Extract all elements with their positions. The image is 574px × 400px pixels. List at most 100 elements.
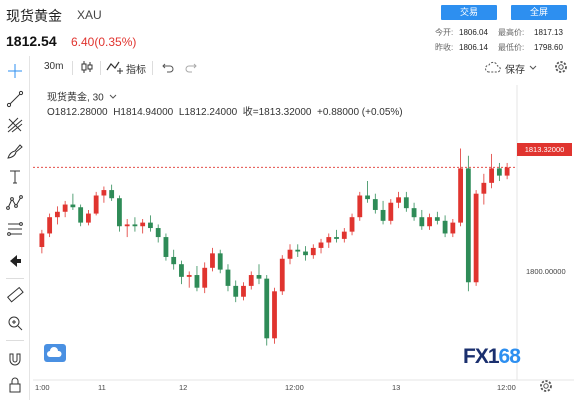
indicators-icon[interactable] [106, 59, 124, 78]
candle [481, 173, 487, 205]
undo-icon[interactable] [161, 60, 175, 77]
candle [70, 193, 76, 210]
price-change: 6.40(0.35%) [71, 35, 137, 49]
candlestick-chart[interactable] [33, 85, 574, 400]
quote-stats: 今开: 1806.04 最高价: 1817.13 昨收: 1806.14 最低价… [435, 25, 571, 55]
prev-close-label: 昨收: [435, 43, 454, 52]
back-arrow-icon[interactable] [4, 250, 26, 272]
fork-tool-icon[interactable] [4, 114, 26, 136]
redo-icon[interactable] [184, 60, 198, 77]
drawing-toolbar [0, 56, 30, 400]
legend-open: O1812.28000 [47, 106, 108, 118]
time-axis-label: 13 [392, 383, 401, 392]
high-value: 1817.13 [534, 28, 563, 37]
legend-chevron-icon[interactable] [109, 91, 117, 105]
instrument-name: 现货黄金 [6, 8, 62, 24]
candle [341, 228, 347, 243]
candle [264, 275, 270, 346]
candle [380, 200, 386, 225]
candle [155, 224, 161, 243]
candle [47, 213, 53, 238]
pattern-tool-icon[interactable] [4, 192, 26, 214]
chevron-down-icon[interactable] [529, 63, 537, 74]
candle [326, 233, 332, 248]
candle [117, 195, 122, 232]
candle [225, 264, 231, 292]
legend-separator: , [87, 92, 93, 104]
fib-tool-icon[interactable] [4, 218, 26, 240]
candle [411, 202, 417, 221]
time-axis-label: 11 [98, 383, 106, 392]
time-axis-label: 12 [179, 383, 188, 392]
candle [419, 209, 425, 230]
candle [124, 219, 130, 238]
indicators-button[interactable]: 指标 [126, 65, 146, 76]
cloud-save-icon[interactable] [484, 60, 502, 77]
cloud-badge-icon[interactable] [44, 344, 66, 362]
candle [85, 209, 91, 226]
candle [310, 244, 316, 259]
brush-icon[interactable] [4, 140, 26, 162]
candle [148, 215, 153, 232]
candle-type-icon[interactable] [79, 59, 95, 78]
text-tool-icon[interactable] [4, 166, 26, 188]
gear-icon[interactable] [554, 60, 568, 77]
candle [458, 148, 464, 227]
candle [140, 219, 146, 234]
chart-toolbar: 30m 指标 保存 [36, 58, 574, 78]
trend-line-icon[interactable] [4, 88, 26, 110]
save-button[interactable]: 保存 [505, 65, 525, 76]
candle [101, 186, 107, 203]
candle [388, 199, 394, 225]
chart-settings-icon[interactable] [539, 379, 553, 398]
low-value: 1798.60 [534, 43, 563, 52]
interval-selector[interactable]: 30m [44, 61, 64, 72]
candle [54, 206, 60, 225]
candle [465, 155, 471, 292]
candle [489, 153, 495, 189]
candle [217, 249, 223, 274]
low-label: 最低价: [498, 43, 525, 52]
candle [372, 193, 378, 214]
ruler-icon[interactable] [4, 284, 26, 306]
candle [272, 287, 277, 344]
logo-text-accent: 68 [498, 345, 521, 368]
candle [504, 162, 510, 180]
candle [279, 255, 285, 295]
current-price-tag: 1813.32000 [517, 143, 572, 156]
zoom-in-icon[interactable] [4, 312, 26, 334]
candle [496, 162, 502, 182]
quote-header: 现货黄金 XAU 1812.54 6.40(0.35%) 交易 全屏 今开: 1… [0, 0, 574, 56]
price-axis-label: 1800.00000 [526, 267, 566, 276]
candle [349, 213, 355, 236]
candle [194, 266, 200, 292]
instrument-symbol: XAU [77, 8, 102, 22]
candle [163, 233, 169, 261]
candle [334, 229, 339, 243]
lock-icon[interactable] [4, 374, 26, 396]
tools-divider [6, 340, 24, 341]
magnet-icon[interactable] [4, 348, 26, 370]
tools-divider [6, 278, 24, 279]
logo-text-primary: FX1 [463, 345, 500, 368]
chart-legend: 现货黄金, 30 O1812.28000 H1814.94000 L1812.2… [47, 91, 403, 120]
candle [62, 200, 68, 218]
candle [186, 271, 192, 288]
fullscreen-button[interactable]: 全屏 [511, 5, 567, 20]
crosshair-icon[interactable] [4, 60, 26, 82]
legend-name: 现货黄金 [47, 92, 87, 104]
candle [39, 229, 45, 254]
candle [403, 191, 409, 212]
candle [434, 211, 440, 225]
candle [171, 249, 177, 270]
candle [365, 181, 370, 203]
legend-low: L1812.24000 [178, 106, 238, 118]
candle [427, 213, 432, 230]
prev-close-value: 1806.14 [459, 43, 488, 52]
time-axis-label: 12:00 [497, 383, 516, 392]
time-axis-label: 12:00 [285, 383, 304, 392]
candle [303, 246, 308, 261]
trade-button[interactable]: 交易 [441, 5, 497, 20]
candle [233, 280, 239, 303]
last-price: 1812.54 [6, 33, 57, 49]
